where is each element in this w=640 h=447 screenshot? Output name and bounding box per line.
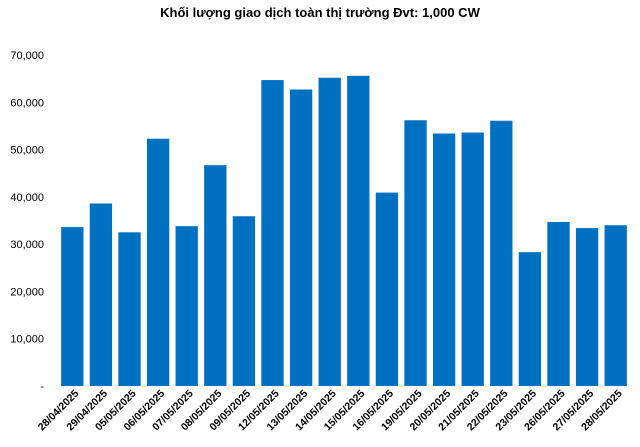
bar: [375, 192, 399, 386]
bar: [204, 165, 227, 386]
bar: [89, 203, 113, 386]
y-tick-label: 60,000: [10, 97, 44, 109]
y-tick-label: 40,000: [10, 192, 44, 204]
bar: [404, 120, 427, 386]
bar: [547, 221, 570, 386]
y-tick-label: 10,000: [10, 334, 44, 346]
bar: [490, 120, 513, 386]
chart-title: Khối lượng giao dịch toàn thị trường Đvt…: [160, 5, 480, 20]
bar: [575, 228, 599, 386]
bar: [604, 225, 627, 386]
bar: [318, 77, 341, 386]
y-tick-label: 20,000: [10, 286, 44, 298]
bar: [289, 89, 313, 387]
bar: [146, 138, 170, 386]
bar: [175, 226, 198, 386]
bar: [518, 252, 542, 386]
y-tick-label: 70,000: [10, 50, 44, 62]
bar: [61, 227, 84, 386]
bar: [461, 132, 484, 386]
y-tick-label: 30,000: [10, 239, 44, 251]
bar: [432, 133, 456, 386]
y-tick-label: 50,000: [10, 145, 44, 157]
y-tick-label: -: [40, 381, 44, 393]
bar: [232, 216, 256, 386]
bar: [261, 80, 284, 386]
bar: [347, 75, 370, 386]
bar: [118, 232, 141, 386]
